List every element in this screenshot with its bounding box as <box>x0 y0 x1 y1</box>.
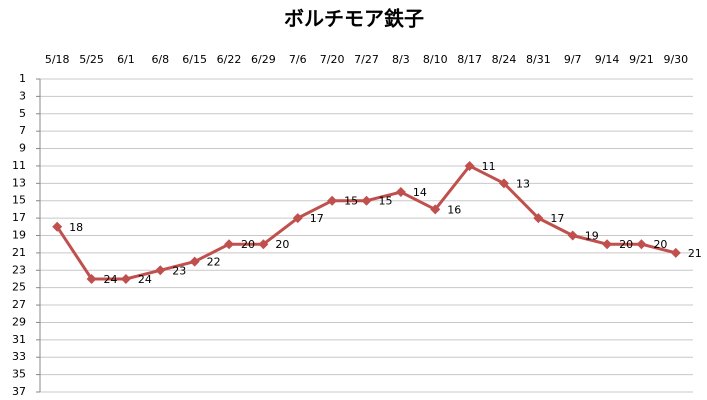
y-tick-label: 9 <box>19 142 26 155</box>
data-label: 23 <box>172 264 186 277</box>
data-label: 13 <box>516 177 530 190</box>
data-label: 24 <box>104 273 118 286</box>
x-tick-label: 7/20 <box>320 53 345 66</box>
y-tick-label: 7 <box>19 124 26 137</box>
y-tick-label: 15 <box>12 194 26 207</box>
y-tick-label: 37 <box>12 385 26 398</box>
data-label: 18 <box>69 221 83 234</box>
data-label: 11 <box>482 160 496 173</box>
data-label: 15 <box>379 195 393 208</box>
y-tick-label: 21 <box>12 246 26 259</box>
data-label: 22 <box>207 256 221 269</box>
y-tick-label: 1 <box>19 72 26 85</box>
chart-title: ボルチモア鉄子 <box>284 7 424 31</box>
y-tick-label: 31 <box>12 333 26 346</box>
data-point <box>361 195 372 206</box>
data-point <box>86 273 97 284</box>
data-label: 17 <box>310 212 324 225</box>
data-point <box>670 247 681 258</box>
y-tick-label: 11 <box>12 159 26 172</box>
x-tick-label: 8/31 <box>526 53 551 66</box>
data-point <box>189 256 200 267</box>
data-point <box>292 213 303 224</box>
data-label: 19 <box>585 230 599 243</box>
y-tick-label: 35 <box>12 368 26 381</box>
data-point <box>498 178 509 189</box>
data-point <box>395 187 406 198</box>
data-label: 24 <box>138 273 152 286</box>
data-point <box>224 239 235 250</box>
x-tick-label: 7/27 <box>354 53 379 66</box>
data-label: 15 <box>344 195 358 208</box>
data-point <box>636 239 647 250</box>
data-point <box>258 239 269 250</box>
x-tick-label: 6/15 <box>182 53 207 66</box>
data-point <box>533 213 544 224</box>
x-tick-label: 8/24 <box>492 53 517 66</box>
x-tick-label: 5/25 <box>79 53 104 66</box>
x-tick-label: 8/17 <box>457 53 482 66</box>
data-point <box>327 195 338 206</box>
x-tick-label: 9/30 <box>663 53 688 66</box>
x-tick-label: 5/18 <box>45 53 70 66</box>
x-tick-label: 6/22 <box>217 53 242 66</box>
data-label: 14 <box>413 186 427 199</box>
x-tick-label: 9/7 <box>564 53 582 66</box>
data-point <box>602 239 613 250</box>
y-tick-label: 3 <box>19 89 26 102</box>
x-tick-label: 6/8 <box>151 53 169 66</box>
data-label: 20 <box>653 238 667 251</box>
x-tick-label: 6/1 <box>117 53 135 66</box>
data-label: 20 <box>619 238 633 251</box>
data-point <box>430 204 441 215</box>
y-tick-label: 33 <box>12 350 26 363</box>
data-point <box>567 230 578 241</box>
data-point <box>52 221 63 232</box>
y-tick-label: 25 <box>12 281 26 294</box>
y-tick-label: 17 <box>12 211 26 224</box>
data-label: 17 <box>550 212 564 225</box>
data-point <box>155 265 166 276</box>
data-label: 16 <box>447 203 461 216</box>
data-label: 21 <box>688 247 702 260</box>
x-tick-label: 8/3 <box>392 53 410 66</box>
y-tick-label: 23 <box>12 263 26 276</box>
x-tick-label: 6/29 <box>251 53 276 66</box>
data-label: 20 <box>275 238 289 251</box>
y-tick-label: 27 <box>12 298 26 311</box>
x-tick-label: 7/6 <box>289 53 307 66</box>
x-tick-label: 9/14 <box>595 53 620 66</box>
data-label: 20 <box>241 238 255 251</box>
y-tick-label: 13 <box>12 176 26 189</box>
y-tick-label: 29 <box>12 315 26 328</box>
x-tick-label: 9/21 <box>629 53 654 66</box>
data-point <box>464 160 475 171</box>
data-point <box>120 273 131 284</box>
y-tick-label: 5 <box>19 107 26 120</box>
y-tick-label: 19 <box>12 229 26 242</box>
x-tick-label: 8/10 <box>423 53 448 66</box>
